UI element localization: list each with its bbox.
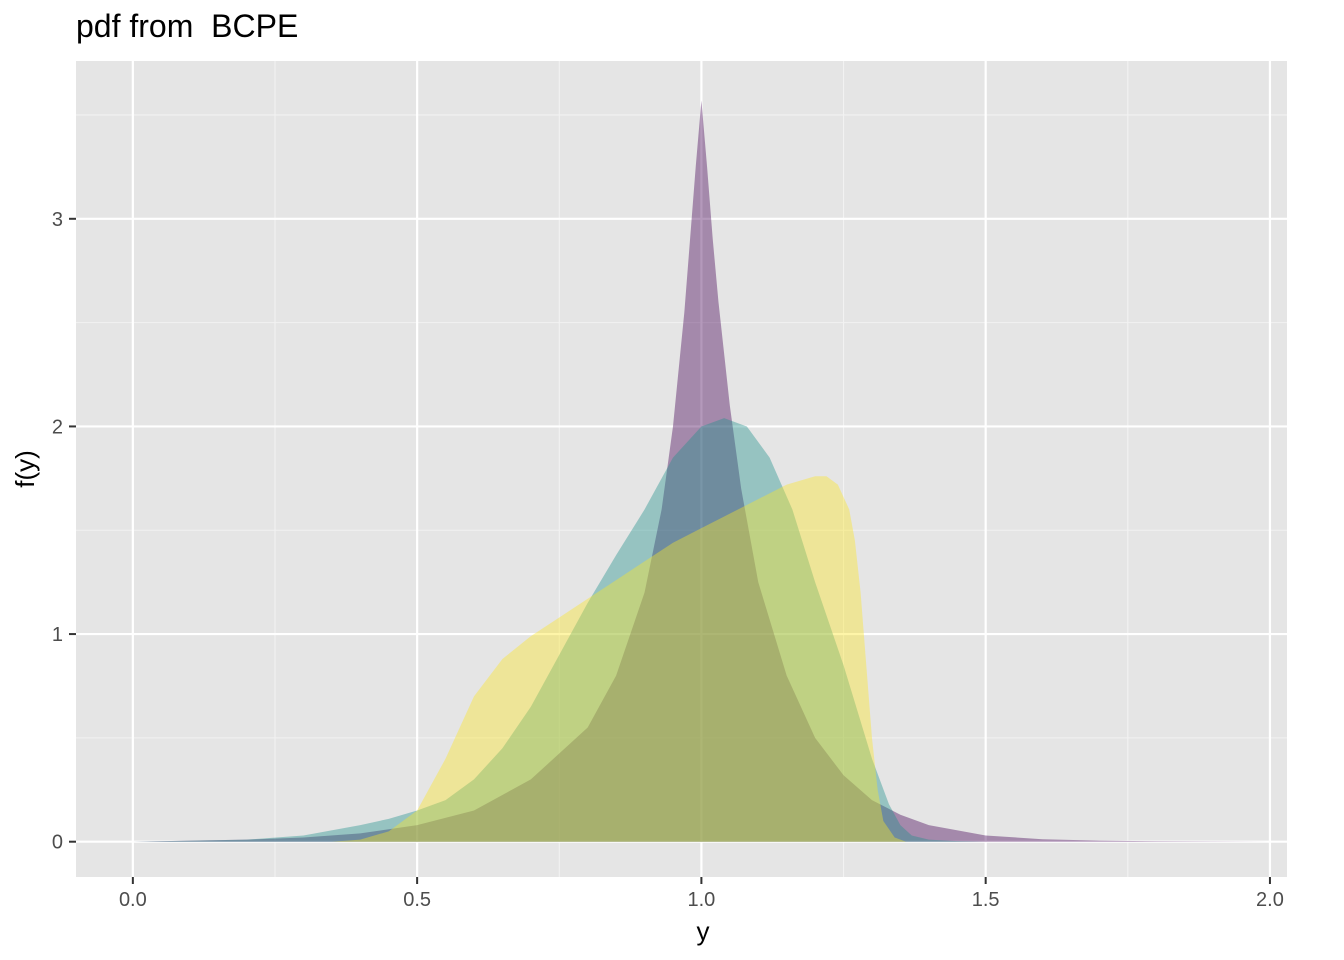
density-areas bbox=[132, 100, 1270, 842]
x-tick-label: 0.5 bbox=[403, 889, 431, 911]
minor-gridlines bbox=[76, 61, 1287, 877]
major-gridlines bbox=[76, 61, 1287, 877]
y-tick-label: 3 bbox=[52, 209, 63, 231]
x-tick-label: 0.0 bbox=[119, 889, 147, 911]
y-axis-title: f(y) bbox=[10, 450, 40, 488]
y-tick-label: 2 bbox=[52, 416, 63, 438]
y-tick-label: 0 bbox=[52, 832, 63, 854]
plot-panel bbox=[76, 61, 1287, 877]
x-tick-label: 1.0 bbox=[687, 889, 715, 911]
x-axis-title: y bbox=[697, 916, 710, 946]
y-tick-label: 1 bbox=[52, 624, 63, 646]
y-axis: 0 1 2 3 bbox=[52, 209, 76, 854]
chart-title: pdf from BCPE bbox=[76, 8, 299, 44]
density-area-2 bbox=[132, 418, 986, 842]
x-tick-label: 1.5 bbox=[972, 889, 1000, 911]
x-axis: 0.0 0.5 1.0 1.5 2.0 bbox=[119, 877, 1284, 911]
x-tick-label: 2.0 bbox=[1256, 889, 1284, 911]
density-area-3 bbox=[331, 476, 907, 842]
density-area-1 bbox=[132, 100, 1270, 842]
